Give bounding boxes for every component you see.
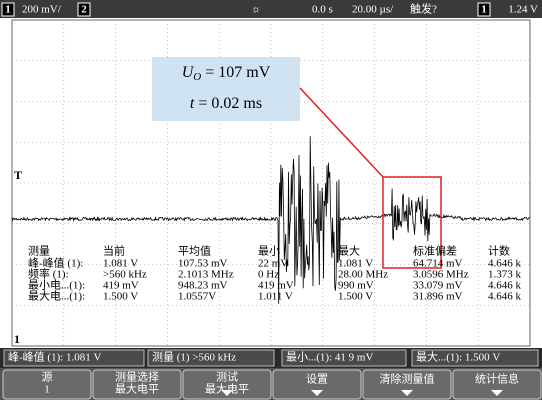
table-header: 标准偏差 [413, 244, 457, 258]
trigger-channel: 1 [481, 4, 487, 16]
softkey-label[interactable]: 1 [44, 384, 50, 396]
status-item: 测量 (1) >560 kHz [152, 351, 236, 364]
softkey-label[interactable]: 测量选择 [115, 370, 159, 384]
trigger-position-icon: ☼ [251, 4, 261, 16]
table-cell: 1.011 V [258, 291, 293, 303]
channel-1: 1 [5, 4, 11, 16]
table-cell: 最大电...(1): [28, 289, 85, 303]
trigger-status: 触发? [410, 2, 437, 16]
table-header: 计数 [488, 245, 510, 258]
table-header: 最小 [258, 245, 280, 258]
table-cell: 1.500 V [103, 291, 138, 303]
time-annotation: t = 0.02 ms [190, 95, 262, 112]
ground-marker: 1 [14, 332, 20, 346]
time-scale: 20.00 µs/ [352, 4, 394, 16]
status-item: 最大...(1): 1.500 V [416, 350, 500, 364]
subscript: O [193, 71, 201, 83]
softkey-label[interactable]: 最大电平 [115, 382, 159, 396]
oscilloscope-screen: 1 200 mV/ 2 ☼ 0.0 s 20.00 µs/ 触发? 1 1.24… [0, 0, 542, 400]
ch1-scale: 200 mV/ [22, 4, 62, 16]
status-item: 峰-峰值 (1): 1.081 V [8, 351, 102, 364]
table-cell: 频率 (1): [28, 267, 69, 281]
table-header: 最大 [338, 244, 360, 258]
softkey-label[interactable]: 统计信息 [475, 372, 519, 386]
softkey-label[interactable]: 设置 [306, 373, 328, 386]
status-item: 最小...(1): 41 9 mV [286, 351, 373, 364]
table-header: 平均值 [178, 245, 211, 258]
status-items: 峰-峰值 (1): 1.081 V 测量 (1) >560 kHz 最小...(1)… [4, 350, 538, 366]
trigger-marker: T [14, 168, 22, 182]
table-cell: 31.896 mV [413, 291, 463, 303]
channel-2: 2 [81, 4, 87, 16]
softkey-label[interactable]: 源 [42, 370, 53, 384]
table-cell: 4.646 k [488, 291, 522, 303]
time-offset: 0.0 s [312, 4, 333, 16]
table-cell: 1.0557V [178, 291, 216, 303]
value: = 107 mV [201, 64, 270, 81]
softkey-label[interactable]: 测试 [216, 371, 238, 384]
table-header: 当前 [103, 244, 125, 258]
table-header: 测量 [28, 245, 50, 258]
table-cell: 1.500 V [338, 291, 373, 303]
softkey-label[interactable]: 清除测量值 [380, 372, 435, 386]
value: = 0.02 ms [194, 95, 262, 112]
trigger-level: 1.24 V [508, 4, 538, 16]
